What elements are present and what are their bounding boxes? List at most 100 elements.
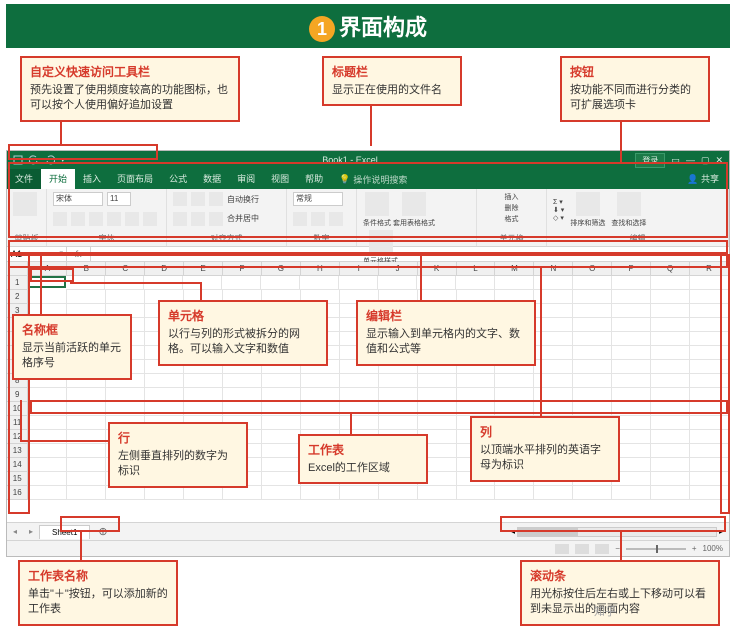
wrap-text-button[interactable]: 自动换行 [227,194,259,205]
cell[interactable] [495,388,534,402]
number-format-dropdown[interactable]: 常规 [293,192,343,206]
cell[interactable] [67,290,106,304]
column-header[interactable]: H [301,262,340,275]
cell[interactable] [612,486,651,500]
cell[interactable] [262,486,301,500]
cell[interactable] [67,444,106,458]
row-header[interactable]: 2 [7,290,28,304]
cell[interactable] [262,402,301,416]
ribbon-tab[interactable]: 页面布局 [109,169,161,189]
cell[interactable] [379,402,418,416]
cell[interactable] [612,346,651,360]
cell[interactable] [612,332,651,346]
cell[interactable] [262,430,301,444]
cell[interactable] [67,402,106,416]
cell[interactable] [690,444,729,458]
cell[interactable] [340,486,379,500]
percent-icon[interactable] [311,212,325,226]
column-header[interactable]: M [495,262,534,275]
cell[interactable] [457,486,496,500]
sheet-nav-prev-icon[interactable]: ◂ [7,527,23,536]
cell[interactable] [28,458,67,472]
cell[interactable] [651,388,690,402]
cell[interactable] [456,276,495,290]
cell[interactable] [690,458,729,472]
cell[interactable] [690,318,729,332]
cell[interactable] [651,430,690,444]
cell[interactable] [612,290,651,304]
cell[interactable] [573,304,612,318]
cell[interactable] [457,388,496,402]
cell[interactable] [457,402,496,416]
cell[interactable] [573,402,612,416]
column-header[interactable]: R [690,262,729,275]
view-layout-icon[interactable] [575,544,589,554]
cell[interactable] [223,374,262,388]
column-header[interactable]: G [262,262,301,275]
column-header[interactable]: O [573,262,612,275]
view-break-icon[interactable] [595,544,609,554]
cell[interactable] [495,276,534,290]
column-header[interactable]: L [457,262,496,275]
currency-icon[interactable] [293,212,307,226]
align-center-icon[interactable] [191,212,205,226]
cell[interactable] [184,486,223,500]
cell[interactable] [495,402,534,416]
cell[interactable] [495,374,534,388]
cell[interactable] [690,304,729,318]
cell[interactable] [222,276,261,290]
select-all-corner[interactable] [7,262,28,275]
cell[interactable] [651,332,690,346]
cell[interactable] [67,486,106,500]
cell[interactable] [301,402,340,416]
cell[interactable] [106,402,145,416]
align-top-icon[interactable] [173,192,187,206]
ribbon-tab[interactable]: 帮助 [297,169,331,189]
hscroll-right-icon[interactable]: ▸ [719,527,723,536]
cell[interactable] [690,388,729,402]
add-sheet-icon[interactable]: ⊕ [90,525,115,538]
cell[interactable] [184,402,223,416]
ribbon-tab[interactable]: 数据 [195,169,229,189]
cell[interactable] [301,374,340,388]
cell[interactable] [300,276,339,290]
cell[interactable] [261,276,300,290]
zoom-in-icon[interactable]: + [692,544,697,553]
column-header[interactable]: A [28,262,67,275]
cell[interactable] [379,388,418,402]
cell[interactable] [145,402,184,416]
font-color-icon[interactable] [143,212,157,226]
cell[interactable] [651,374,690,388]
cell[interactable] [573,346,612,360]
cell[interactable] [262,458,301,472]
sheet-tab[interactable]: Sheet1 [39,525,90,539]
cell[interactable] [651,318,690,332]
align-left-icon[interactable] [173,212,187,226]
cell[interactable] [379,416,418,430]
cell[interactable] [28,416,67,430]
cell[interactable] [534,486,573,500]
cell[interactable] [339,276,378,290]
cell[interactable] [690,360,729,374]
cell[interactable] [262,416,301,430]
cell[interactable] [67,472,106,486]
signin-button[interactable]: 登录 [635,153,665,168]
cell[interactable] [28,486,67,500]
cell[interactable] [340,374,379,388]
cell[interactable] [379,486,418,500]
formula-bar[interactable] [91,247,729,261]
cell[interactable] [67,388,106,402]
cell[interactable] [690,374,729,388]
cell[interactable] [184,388,223,402]
minimize-icon[interactable]: — [686,155,695,165]
horizontal-scrollbar[interactable] [517,527,717,537]
cell[interactable] [67,416,106,430]
cell[interactable] [690,416,729,430]
undo-icon[interactable] [29,155,39,165]
cell[interactable] [651,486,690,500]
cell[interactable] [651,444,690,458]
cell[interactable] [223,388,262,402]
cell[interactable] [301,486,340,500]
cell[interactable] [612,388,651,402]
view-normal-icon[interactable] [555,544,569,554]
